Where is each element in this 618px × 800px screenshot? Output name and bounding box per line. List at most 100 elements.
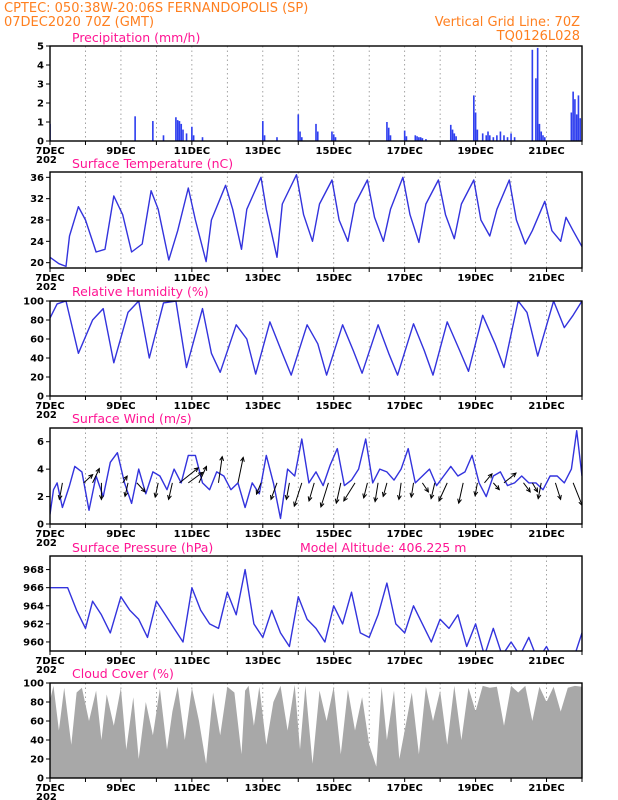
wind-vectors (57, 455, 582, 509)
y-axis-pressure: 960 962 964 966 968 (23, 565, 50, 648)
wind-arrow-shaft (308, 482, 315, 501)
wind-arrow-head (373, 497, 379, 503)
y-tick-label: 0 (37, 137, 44, 148)
wind-arrow-shaft (237, 457, 244, 483)
wind-arrow-head (319, 502, 325, 509)
wind-arrow-head (487, 473, 493, 479)
wind-arrow-shaft (531, 482, 539, 493)
y-tick-label: 40 (30, 736, 44, 747)
precip-bar (542, 135, 544, 141)
wind-arrow-shaft (136, 482, 146, 493)
panel-precipitation: 0 1 2 3 4 5 7DEC 9DEC 11DEC 13DEC 15DEC 17DEC 19DEC 2… (35, 42, 583, 166)
series-line-pressure (50, 568, 582, 651)
y-tick-label: 80 (30, 316, 44, 327)
panel-title-wind: Surface Wind (m/s) (72, 411, 192, 426)
x-tick-label: 19DEC (457, 529, 493, 540)
wind-arrow-head (167, 494, 172, 501)
frame-humidity (49, 300, 583, 397)
precip-bar (513, 137, 516, 141)
wind-arrow-shaft (492, 482, 500, 490)
wind-arrow-head (362, 493, 367, 500)
precip-bar (201, 137, 204, 141)
precip-bar (510, 133, 512, 141)
y-tick-label: 20 (30, 373, 44, 384)
precip-bar (540, 131, 543, 141)
precip-bar (185, 133, 188, 141)
wind-arrow-head (473, 491, 479, 497)
precip-bar (419, 137, 422, 141)
y-tick-label: 60 (30, 335, 44, 346)
plot-area-humidity (50, 301, 582, 376)
wind-arrow-shaft (421, 482, 429, 493)
x-tick-label: 15DEC (316, 656, 352, 667)
wind-arrow-shaft (179, 467, 199, 484)
x-tick-label: 21DEC (528, 656, 564, 667)
y-axis-precipitation: 0 1 2 3 4 5 (37, 42, 50, 148)
precip-bar (473, 95, 475, 141)
precip-bar (492, 137, 495, 141)
wind-arrow (572, 482, 582, 506)
wind-arrow-head (424, 487, 430, 493)
wind-arrow-shaft (168, 482, 173, 500)
y-tick-label: 966 (23, 583, 44, 594)
x-tick-label: 15DEC (316, 273, 352, 284)
x-tick-label: 9DEC (106, 401, 135, 412)
wind-arrow-head (293, 501, 298, 508)
y-tick-label: 28 (30, 216, 44, 227)
x-tick-label: 9DEC (106, 529, 135, 540)
precip-bar (579, 118, 582, 141)
precip-bar (180, 123, 183, 141)
wind-arrow (270, 482, 278, 501)
wind-arrow-head (409, 492, 415, 499)
cloud-cover-area (50, 684, 582, 778)
wind-arrow-shaft (374, 482, 379, 502)
x-tick-label: 15DEC (316, 783, 352, 794)
panel-title-precipitation: Precipitation (mm/h) (72, 30, 200, 45)
wind-arrow-shaft (154, 482, 159, 498)
x-tick-label: 7DEC (35, 273, 64, 284)
y-axis-wind: 0 2 4 6 (37, 437, 50, 531)
x-tick-label: 21DEC (528, 401, 564, 412)
x-tick-label: 9DEC (106, 783, 135, 794)
precip-bar (577, 95, 580, 141)
wind-arrow-shaft (335, 482, 342, 504)
wind-arrow-head (307, 496, 313, 503)
wind-arrow (554, 482, 562, 501)
wind-arrow-head (99, 495, 104, 501)
precip-bar (453, 133, 456, 141)
x-tick-label: 7DEC (35, 401, 64, 412)
precip-bar (403, 130, 406, 141)
precip-bar (389, 135, 392, 141)
wind-arrow (531, 482, 539, 493)
precip-bar (531, 49, 534, 141)
precip-bar (386, 122, 388, 141)
wind-arrow-shaft (410, 482, 415, 498)
wind-arrow-shaft (537, 482, 542, 499)
wind-arrow (381, 482, 388, 498)
wind-arrow (99, 482, 104, 501)
panel-title-temperature: Surface Temperature (nC) (72, 156, 233, 171)
header-model-id: TQ0126L028 (496, 29, 580, 44)
x-tick-label: 7DEC (35, 529, 64, 540)
wind-arrow (179, 467, 200, 484)
wind-arrow-shaft (122, 475, 128, 484)
x-tick-label: 19DEC (457, 783, 493, 794)
frame-precipitation (49, 45, 583, 142)
precip-bar (418, 137, 420, 141)
wind-arrow (421, 482, 430, 493)
wind-arrow-head (495, 485, 501, 491)
x-tick-label: 17DEC (386, 783, 422, 794)
x-tick-label: 11DEC (174, 401, 210, 412)
wind-arrow-head (193, 467, 200, 473)
wind-arrow-head (88, 473, 94, 479)
precip-bar (451, 129, 454, 141)
x-tick-label: 19DEC (457, 656, 493, 667)
x-axis-temperature: 7DEC 9DEC 11DEC 13DEC 15DEC 17DEC 19DEC 21DEC 20… (35, 268, 583, 293)
x-axis-wind: 7DEC 9DEC 11DEC 13DEC 15DEC 17DEC 19DEC 21DEC 20… (35, 524, 583, 549)
precip-bar (487, 131, 489, 141)
wind-arrow-shaft (363, 482, 368, 498)
wind-arrow (83, 473, 94, 484)
plot-area-pressure (50, 568, 582, 651)
y-tick-label: 100 (23, 297, 44, 308)
